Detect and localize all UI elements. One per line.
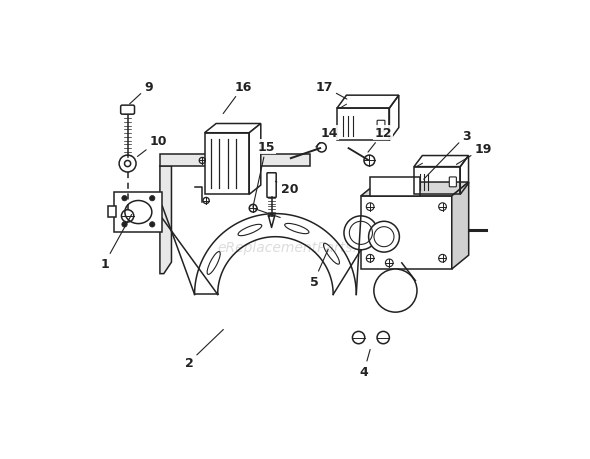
Text: 19: 19 xyxy=(457,142,492,165)
Polygon shape xyxy=(160,155,310,167)
FancyBboxPatch shape xyxy=(450,178,457,187)
FancyBboxPatch shape xyxy=(121,106,135,115)
Circle shape xyxy=(122,222,127,228)
Text: 14: 14 xyxy=(316,127,338,148)
Text: 10: 10 xyxy=(137,134,167,157)
Polygon shape xyxy=(370,177,420,196)
Text: 2: 2 xyxy=(185,330,224,369)
Polygon shape xyxy=(107,207,116,217)
Polygon shape xyxy=(160,167,172,274)
Polygon shape xyxy=(205,134,249,195)
Text: 3: 3 xyxy=(424,129,471,180)
Text: eReplacementParts.com: eReplacementParts.com xyxy=(218,240,387,254)
Text: 5: 5 xyxy=(310,250,328,288)
Polygon shape xyxy=(452,183,468,269)
Text: 15: 15 xyxy=(253,141,275,207)
Circle shape xyxy=(149,222,155,228)
Text: 17: 17 xyxy=(315,81,347,100)
Text: 9: 9 xyxy=(130,81,153,105)
Circle shape xyxy=(344,217,378,250)
Polygon shape xyxy=(249,124,261,195)
Polygon shape xyxy=(361,183,468,196)
Text: 4: 4 xyxy=(359,350,370,378)
Text: 1: 1 xyxy=(100,215,132,270)
Text: 12: 12 xyxy=(368,127,392,153)
Polygon shape xyxy=(114,193,162,233)
FancyBboxPatch shape xyxy=(267,174,276,198)
Circle shape xyxy=(149,196,155,202)
Text: 20: 20 xyxy=(276,182,298,196)
Circle shape xyxy=(122,196,127,202)
FancyBboxPatch shape xyxy=(377,121,385,132)
Polygon shape xyxy=(361,196,452,269)
Text: 16: 16 xyxy=(223,81,252,114)
Circle shape xyxy=(369,222,399,252)
Circle shape xyxy=(374,269,417,313)
Polygon shape xyxy=(205,124,261,134)
